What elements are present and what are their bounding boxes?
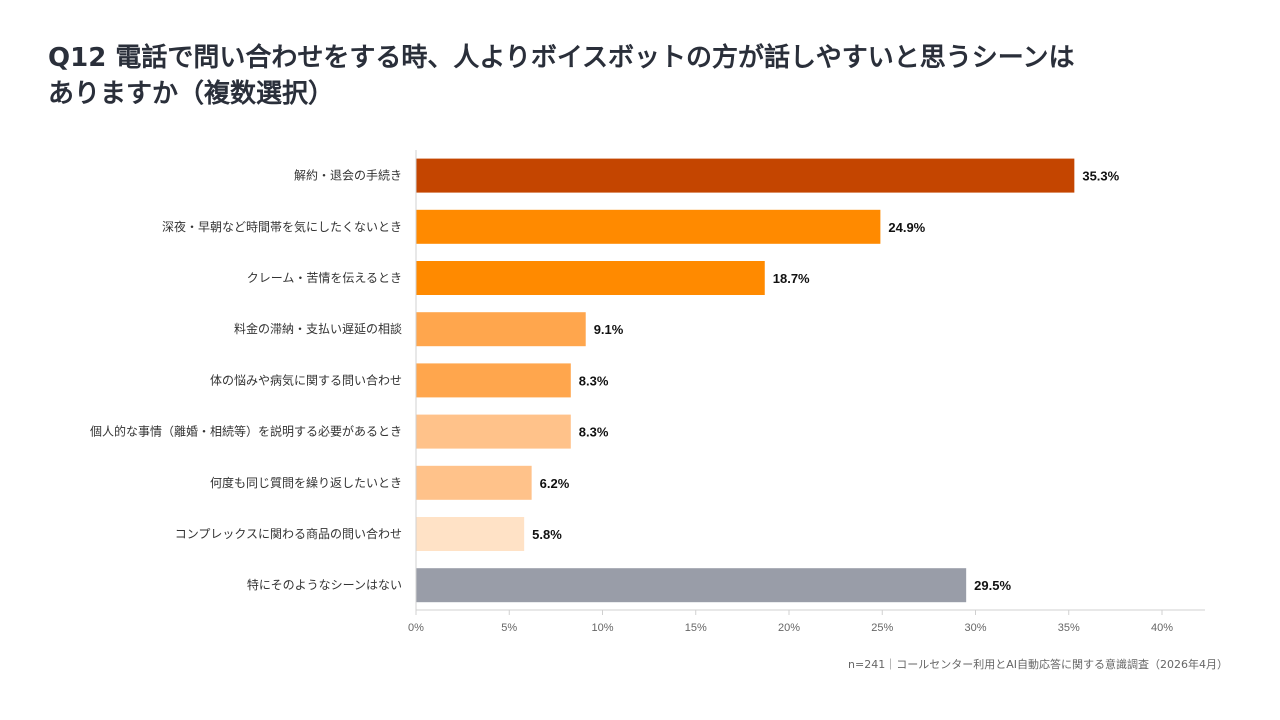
x-tick-label-35: 35% — [1058, 622, 1080, 634]
bar-5 — [416, 363, 571, 398]
chart-title: Q12 電話で問い合わせをする時、人よりボイスボットの方が話しやすいと思うシーン… — [48, 40, 1238, 112]
category-label-8: コンプレックスに関わる商品の問い合わせ — [175, 526, 402, 541]
category-label-7: 何度も同じ質問を繰り返したいとき — [210, 475, 402, 490]
x-tick-label-20: 20% — [778, 622, 800, 634]
category-label-5: 体の悩みや病気に関する問い合わせ — [210, 372, 402, 387]
bar-4 — [416, 312, 586, 347]
bar-2 — [416, 209, 881, 244]
value-label-6: 8.3% — [579, 425, 609, 440]
bar-1 — [416, 158, 1075, 193]
value-label-2: 24.9% — [888, 220, 925, 235]
bar-9 — [416, 568, 967, 603]
x-axis: 0% 5% 10% 15% 20% 25% 30% 35% 40% — [408, 150, 1205, 634]
bar-8 — [416, 517, 525, 551]
x-tick-label-40: 40% — [1151, 622, 1173, 634]
x-tick-label-10: 10% — [591, 622, 613, 634]
value-label-3: 18.7% — [773, 271, 810, 286]
category-label-1: 解約・退会の手続き — [294, 168, 402, 183]
x-tick-label-5: 5% — [501, 622, 517, 634]
bar-3 — [416, 261, 765, 295]
bars-layer: 解約・退会の手続き 35.3% 深夜・早朝など時間帯を気にしたくないとき 24.9% ク… — [90, 158, 1120, 603]
title-line-2: ありますか（複数選択） — [48, 79, 335, 109]
x-tick-label-25: 25% — [871, 622, 893, 634]
bar-6 — [416, 414, 571, 449]
bar-7 — [416, 465, 532, 500]
footnote: n=241｜コールセンター利用とAI自動応答に関する意識調査（2026年4月） — [848, 658, 1228, 671]
x-tick-label-0: 0% — [408, 622, 424, 634]
x-tick-label-15: 15% — [685, 622, 707, 634]
title-line-1: Q12 電話で問い合わせをする時、人よりボイスボットの方が話しやすいと思うシーン… — [48, 43, 1075, 73]
value-label-5: 8.3% — [579, 373, 609, 388]
value-label-9: 29.5% — [974, 578, 1011, 593]
x-tick-label-30: 30% — [964, 622, 986, 634]
value-label-8: 5.8% — [532, 527, 562, 542]
category-label-2: 深夜・早朝など時間帯を気にしたくないとき — [162, 219, 402, 234]
category-label-3: クレーム・苦情を伝えるとき — [247, 271, 402, 285]
category-label-6: 個人的な事情（離婚・相続等）を説明する必要があるとき — [90, 424, 402, 439]
value-label-1: 35.3% — [1082, 169, 1119, 184]
category-label-4: 料金の滞納・支払い遅延の相談 — [234, 321, 402, 336]
category-label-9: 特にそのようなシーンはない — [247, 577, 402, 592]
value-label-4: 9.1% — [594, 322, 624, 337]
value-label-7: 6.2% — [540, 476, 570, 491]
